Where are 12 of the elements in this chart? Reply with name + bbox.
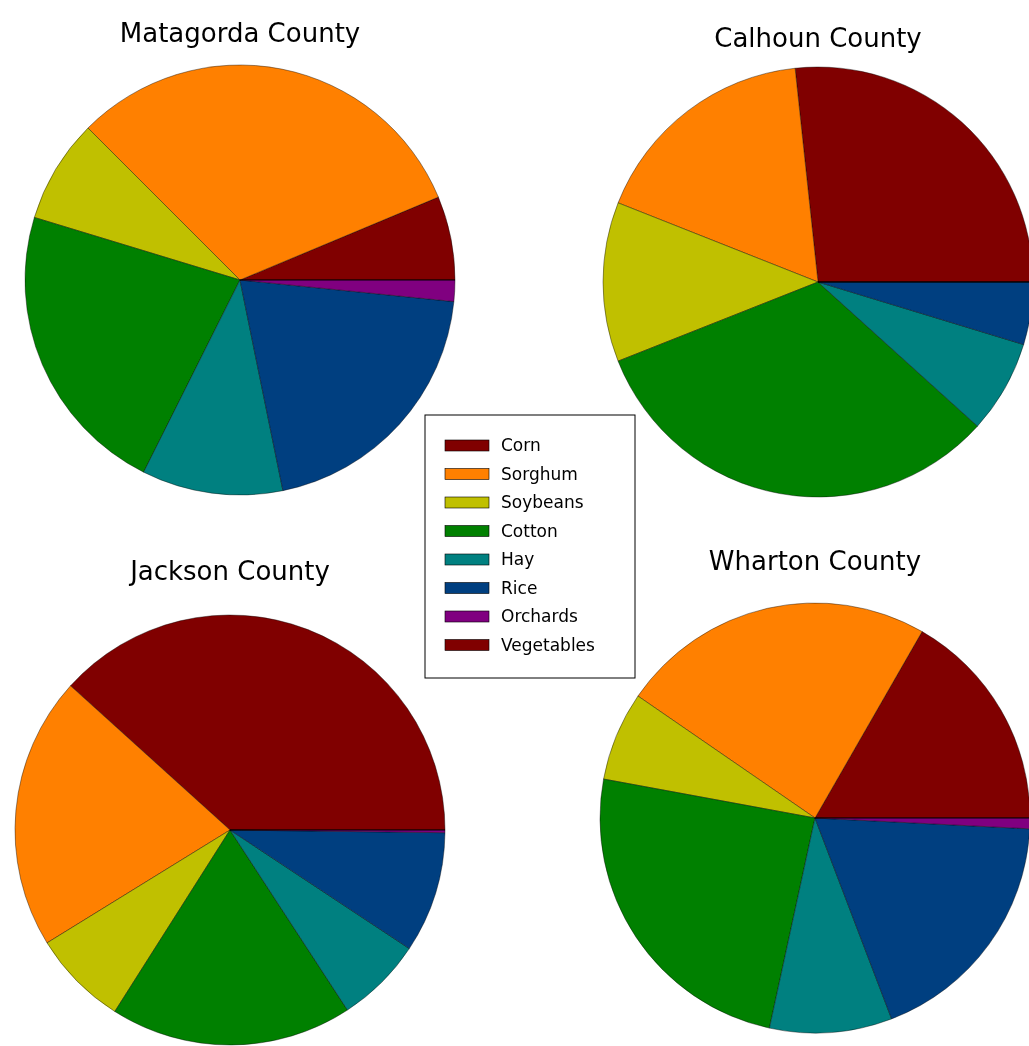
legend-label: Vegetables — [501, 634, 596, 655]
chart-title: Matagorda County — [119, 18, 361, 48]
chart-title: Wharton County — [708, 546, 922, 576]
legend-label: Orchards — [501, 606, 579, 626]
legend-label: Cotton — [501, 520, 558, 541]
legend-label: Soybeans — [501, 492, 584, 512]
legend-label: Sorghum — [501, 463, 578, 484]
chart-title: Jackson County — [128, 556, 330, 586]
chart-title: Calhoun County — [714, 23, 922, 53]
legend-label: Rice — [501, 577, 538, 598]
legend-label: Corn — [501, 435, 541, 455]
legend-label: Hay — [501, 549, 535, 569]
